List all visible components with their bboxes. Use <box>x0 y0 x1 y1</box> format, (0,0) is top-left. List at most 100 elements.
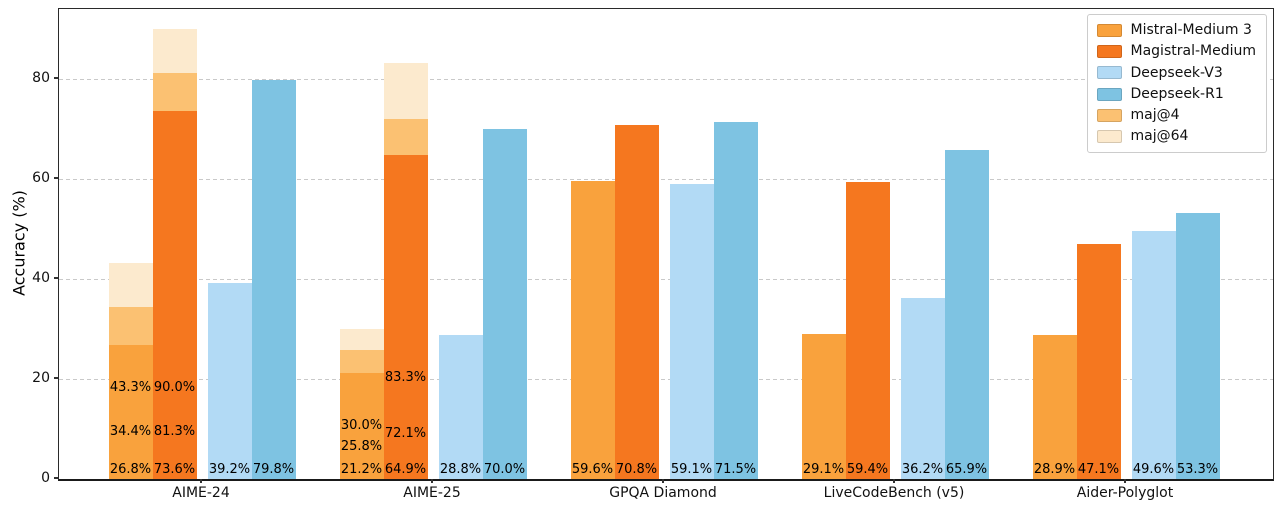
bar-magistral-medium: 73.6% 81.3% 90.0% <box>152 29 197 479</box>
overlay-segment-maj-64 <box>383 62 428 119</box>
overlay-segment-maj-64 <box>108 262 153 307</box>
y-tick-mark <box>54 477 58 479</box>
x-axis-label-aider-polyglot: Aider-Polyglot <box>1076 485 1174 501</box>
x-axis-label-aime-24: AIME-24 <box>172 485 230 501</box>
bar-deepseek-v3: 28.8% <box>438 335 483 479</box>
bar-deepseek-r1: 70.0% <box>482 129 527 479</box>
y-tick-label: 40 <box>32 270 50 286</box>
legend-label: maj@4 <box>1130 107 1180 124</box>
legend-label: maj@64 <box>1130 128 1189 145</box>
value-label: 29.1% <box>802 462 845 477</box>
value-label: 72.1% <box>384 426 427 441</box>
plot-area: 26.8% 34.4% 43.3% 73.6% 81.3% 90.0% 39.2% 79.8%… <box>58 8 1274 481</box>
value-label: 26.8% <box>109 462 152 477</box>
value-label: 39.2% <box>208 462 251 477</box>
bar-deepseek-r1: 79.8% <box>251 80 296 479</box>
bar-deepseek-v3: 36.2% <box>900 298 945 479</box>
y-tick-label: 0 <box>41 470 50 486</box>
legend-item-mistral-medium-3: Mistral-Medium 3 <box>1096 22 1256 39</box>
value-label: 25.8% <box>340 439 383 454</box>
overlay-segment-maj-4 <box>339 350 384 373</box>
bar-magistral-medium: 47.1% <box>1076 243 1121 479</box>
x-axis-label-gpqa-diamond: GPQA Diamond <box>609 485 717 501</box>
value-label: 28.8% <box>439 462 482 477</box>
value-label: 53.3% <box>1176 462 1219 477</box>
legend-label: Deepseek-R1 <box>1130 85 1224 102</box>
bar-group-aider-polyglot: 28.9% 47.1% 49.6% 53.3% <box>1032 9 1220 479</box>
bar-magistral-medium: 64.9% 72.1% 83.3% <box>383 62 428 479</box>
bar-mistral-medium-3: 21.2% 25.8% 30.0% <box>339 329 384 479</box>
y-tick-mark <box>54 77 58 79</box>
value-label: 83.3% <box>384 370 427 385</box>
bar-deepseek-r1: 71.5% <box>713 121 758 479</box>
overlay-segment-maj-4 <box>383 118 428 155</box>
bar-mistral-medium-3: 28.9% <box>1032 334 1077 479</box>
y-tick-label: 20 <box>32 370 50 386</box>
overlay-segment-maj-4 <box>108 307 153 345</box>
value-label: 28.9% <box>1033 462 1076 477</box>
x-tick-mark <box>662 479 664 483</box>
legend-swatch-maj-4 <box>1096 109 1122 123</box>
value-label: 64.9% <box>384 462 427 477</box>
value-label: 79.8% <box>252 462 295 477</box>
legend-label: Magistral-Medium <box>1130 43 1256 60</box>
bar-deepseek-v3: 39.2% <box>207 283 252 479</box>
value-label: 71.5% <box>714 462 757 477</box>
legend-swatch-deepseek-r1 <box>1096 87 1122 101</box>
x-axis-label-aime-25: AIME-25 <box>403 485 461 501</box>
y-tick-label: 60 <box>32 170 50 186</box>
gridline-60 <box>59 178 1273 180</box>
value-label: 73.6% <box>153 462 196 477</box>
bar-mistral-medium-3: 29.1% <box>801 333 846 479</box>
value-label: 59.6% <box>571 462 614 477</box>
bar-group-aime-24: 26.8% 34.4% 43.3% 73.6% 81.3% 90.0% 39.2% 79.8% <box>108 9 296 479</box>
value-label: 30.0% <box>340 418 383 433</box>
legend-swatch-deepseek-v3 <box>1096 66 1122 80</box>
y-tick-mark <box>54 277 58 279</box>
bar-deepseek-v3: 49.6% <box>1131 231 1176 479</box>
bar-magistral-medium: 70.8% <box>614 125 659 479</box>
legend-label: Deepseek-V3 <box>1130 64 1223 81</box>
value-label: 43.3% <box>109 379 152 395</box>
value-label: 81.3% <box>153 423 196 439</box>
bar-mistral-medium-3: 59.6% <box>570 181 615 479</box>
bar-group-aime-25: 21.2% 25.8% 30.0% 64.9% 72.1% 83.3% 28.8% 70.0% <box>339 9 527 479</box>
bar-mistral-medium-3: 26.8% 34.4% 43.3% <box>108 262 153 479</box>
value-label: 70.0% <box>483 462 526 477</box>
value-label: 36.2% <box>901 462 944 477</box>
value-label: 59.4% <box>846 462 889 477</box>
overlay-segment-maj-64 <box>339 329 384 350</box>
bar-deepseek-r1: 53.3% <box>1175 212 1220 479</box>
x-tick-mark <box>431 479 433 483</box>
overlay-segment-maj-64 <box>152 29 197 73</box>
bar-deepseek-v3: 59.1% <box>669 183 714 479</box>
legend-swatch-magistral-medium <box>1096 45 1122 59</box>
x-tick-mark <box>1124 479 1126 483</box>
value-label: 47.1% <box>1077 462 1120 477</box>
y-tick-mark <box>54 177 58 179</box>
x-tick-mark <box>893 479 895 483</box>
value-label: 49.6% <box>1132 462 1175 477</box>
gridline-20 <box>59 378 1273 380</box>
y-tick-label: 80 <box>32 70 50 86</box>
legend-label: Mistral-Medium 3 <box>1130 22 1252 38</box>
bar-deepseek-r1: 65.9% <box>944 149 989 479</box>
value-label: 70.8% <box>615 462 658 477</box>
gridline-40 <box>59 278 1273 280</box>
legend-item-deepseek-r1: Deepseek-R1 <box>1096 85 1256 103</box>
value-label: 90.0% <box>153 380 196 395</box>
legend-item-maj-64: maj@64 <box>1096 128 1256 145</box>
x-axis-label-livecodebench-v5: LiveCodeBench (v5) <box>823 485 965 501</box>
legend-swatch-maj-64 <box>1096 130 1122 144</box>
value-label: 21.2% <box>340 462 383 477</box>
gridline-80 <box>59 78 1273 80</box>
legend-item-maj-4: maj@4 <box>1096 107 1256 124</box>
legend: Mistral-Medium 3 Magistral-Medium Deepseek… <box>1086 14 1267 154</box>
y-tick-mark <box>54 377 58 379</box>
bar-magistral-medium: 59.4% <box>845 182 890 479</box>
legend-item-magistral-medium: Magistral-Medium <box>1096 43 1256 60</box>
bar-group-gpqa-diamond: 59.6% 70.8% 59.1% 71.5% <box>570 9 758 479</box>
value-label: 34.4% <box>109 424 152 439</box>
value-label: 65.9% <box>945 462 988 477</box>
